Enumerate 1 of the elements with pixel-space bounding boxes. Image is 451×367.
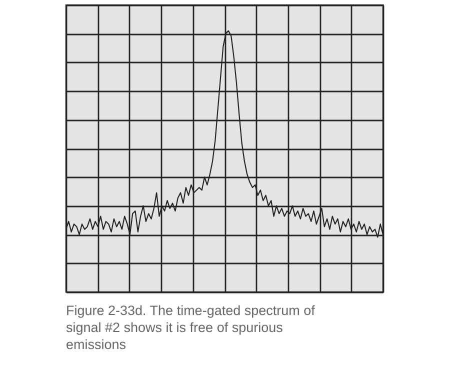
caption: Figure 2-33d. The time-gated spectrum of signal #2 shows it is free of spurious emissions	[66, 302, 316, 353]
